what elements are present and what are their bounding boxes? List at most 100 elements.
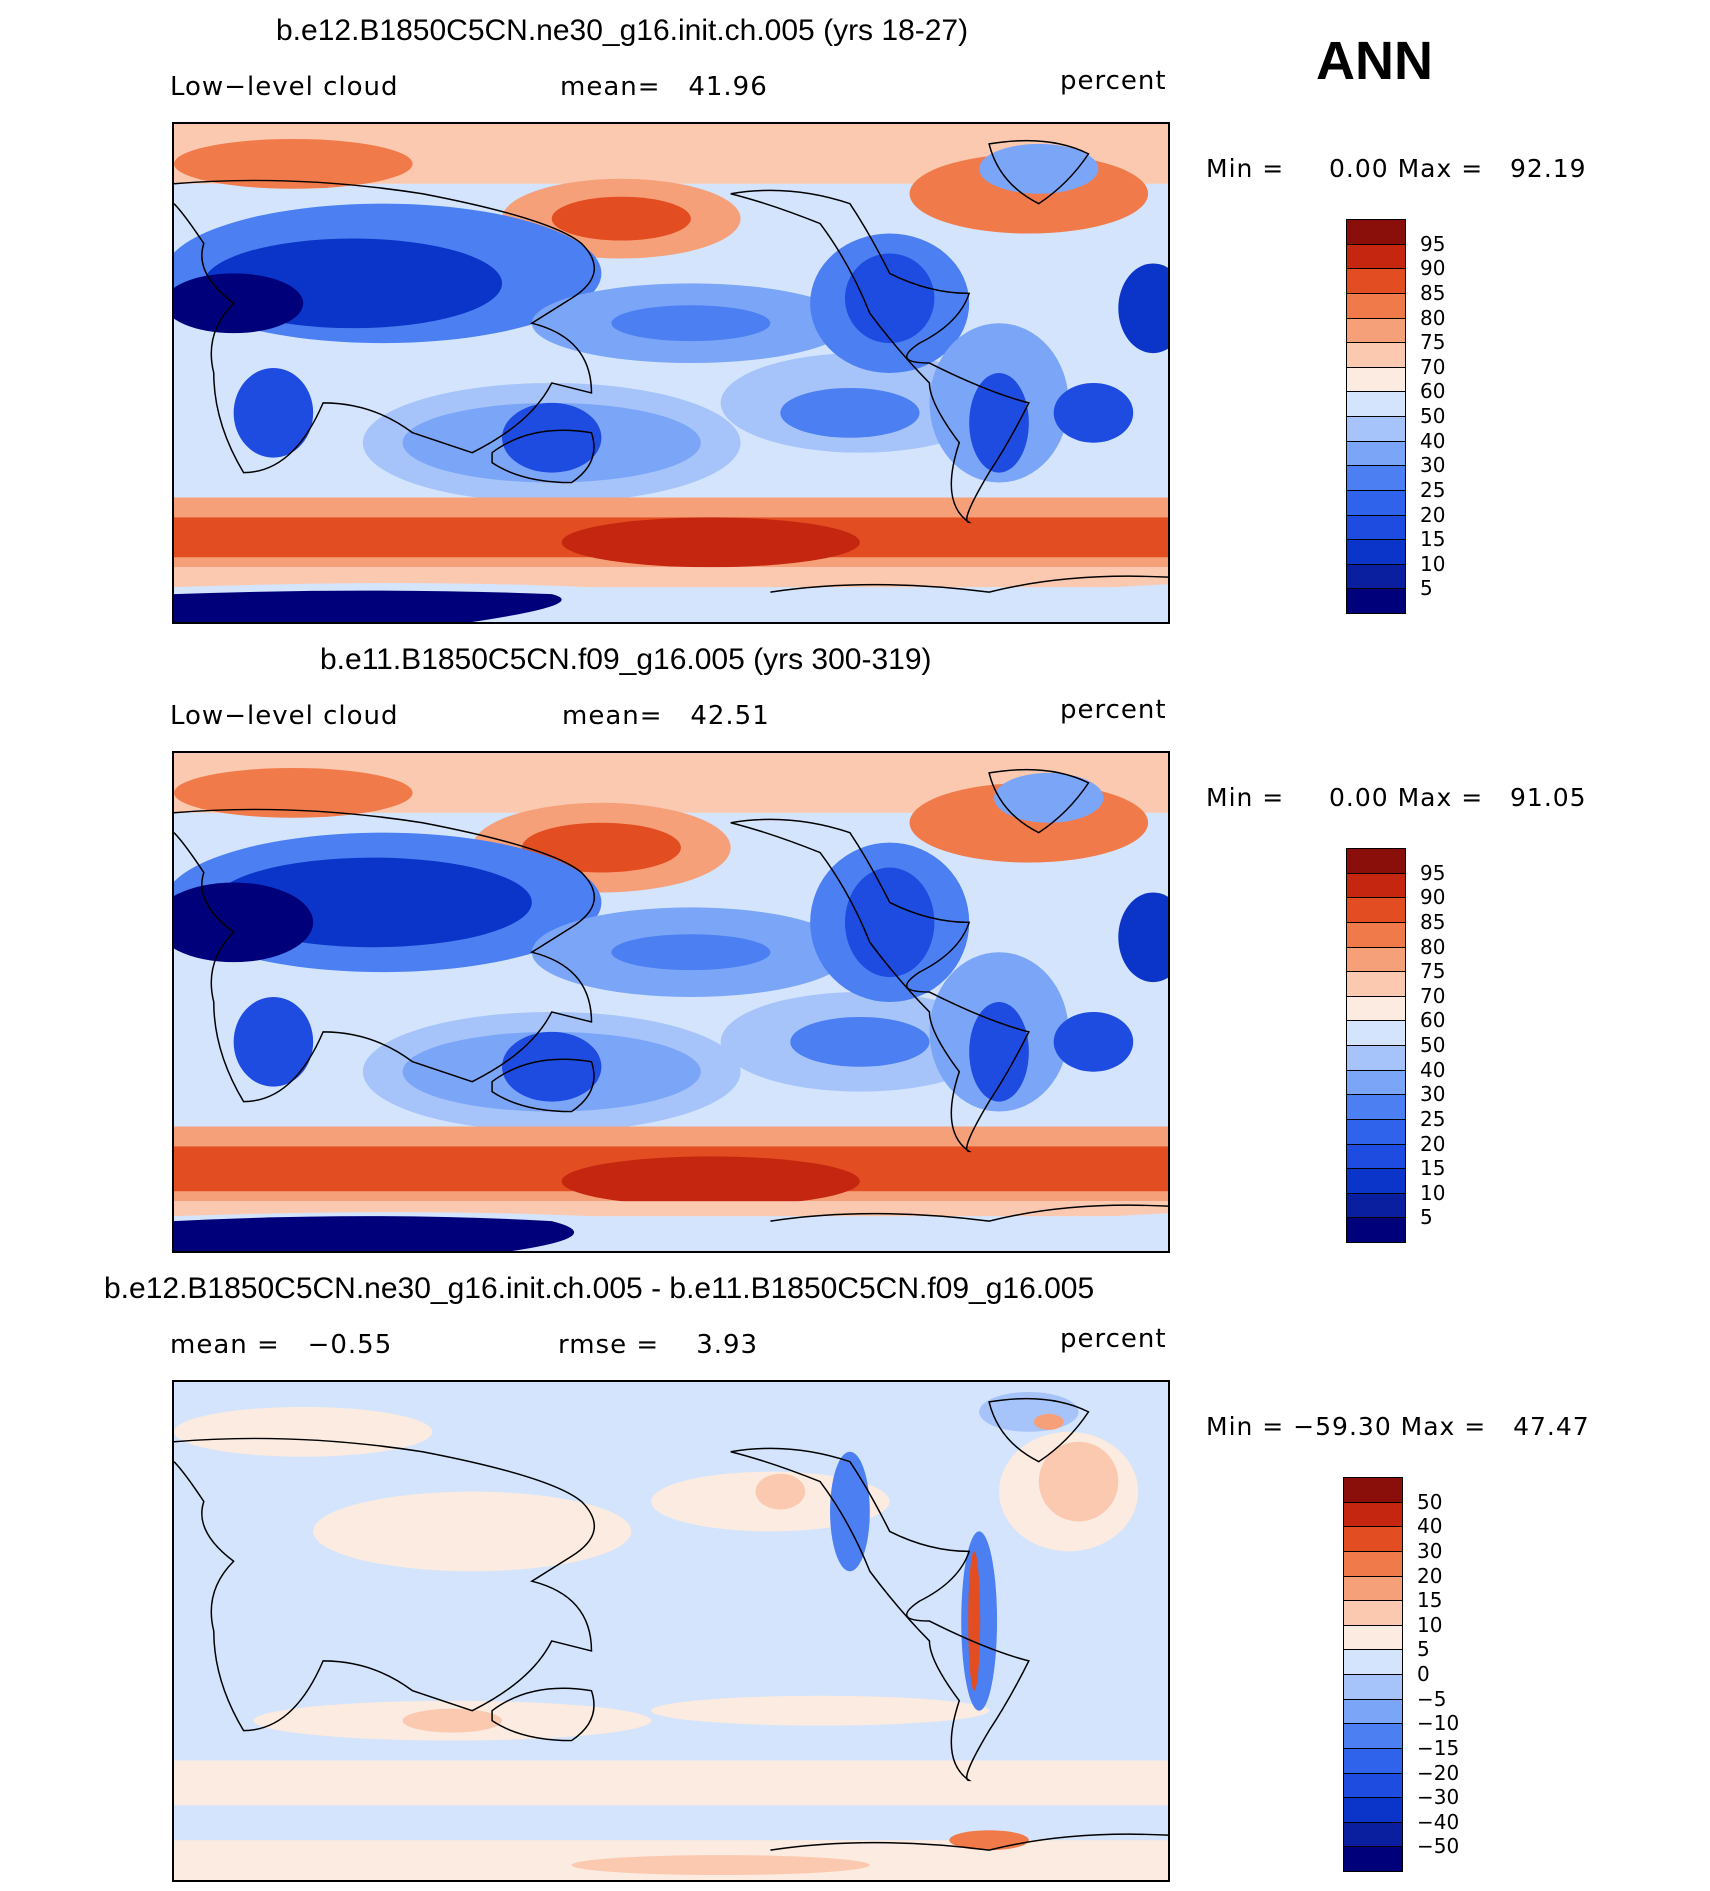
colorbar-tick-label: 80	[1420, 305, 1446, 330]
colorbar-tick-label: 30	[1417, 1538, 1443, 1563]
colorbar-tick-label: 90	[1420, 885, 1446, 910]
panel1-colorbar-ticks: 95 90 85 80 75 70 60 50 40 30 25 20 15 10 5	[1420, 219, 1500, 613]
colorbar-swatch	[1346, 416, 1406, 442]
colorbar-tick-label: 25	[1420, 1106, 1446, 1131]
colorbar-tick-label: 70	[1420, 354, 1446, 379]
panel1-mean: mean= 41.96	[560, 72, 768, 102]
panel2-map	[172, 751, 1170, 1253]
panel2-colorbar-boxes	[1346, 848, 1406, 1243]
panel1-colorbar-boxes	[1346, 219, 1406, 614]
colorbar-swatch	[1346, 514, 1406, 541]
colorbar-swatch	[1346, 243, 1406, 270]
colorbar-swatch	[1343, 1772, 1403, 1799]
colorbar-swatch	[1343, 1624, 1403, 1651]
colorbar-swatch	[1346, 897, 1406, 923]
colorbar-swatch	[1346, 268, 1406, 294]
colorbar-tick-label: 5	[1417, 1637, 1430, 1662]
colorbar-swatch	[1343, 1550, 1403, 1577]
colorbar-tick-label: −50	[1417, 1834, 1460, 1859]
colorbar-tick-label: −5	[1417, 1686, 1447, 1711]
panel1-units: percent	[1060, 66, 1167, 96]
colorbar-tick-label: 0	[1417, 1662, 1430, 1686]
colorbar-tick-label: 15	[1420, 527, 1446, 552]
season-label: ANN	[1316, 31, 1433, 91]
colorbar-swatch	[1343, 1821, 1403, 1848]
colorbar-tick-label: 60	[1420, 1008, 1446, 1033]
panel2-title: b.e11.B1850C5CN.f09_g16.005 (yrs 300-319…	[320, 643, 932, 676]
colorbar-tick-label: 40	[1420, 1057, 1446, 1082]
colorbar-swatch	[1346, 1094, 1406, 1120]
colorbar-tick-label: 95	[1420, 231, 1446, 256]
colorbar-swatch	[1343, 1698, 1403, 1725]
colorbar-tick-label: −40	[1417, 1809, 1460, 1834]
colorbar-tick-label: 5	[1420, 1205, 1433, 1230]
colorbar-tick-label: 80	[1420, 934, 1446, 959]
panel1-minmax: Min = 0.00 Max = 92.19	[1206, 154, 1587, 183]
colorbar-swatch	[1343, 1797, 1403, 1823]
colorbar-swatch	[1346, 1069, 1406, 1096]
colorbar-swatch	[1346, 921, 1406, 948]
panel2-variable-label: Low−level cloud	[170, 701, 399, 731]
colorbar-tick-label: 95	[1420, 860, 1446, 885]
colorbar-swatch	[1346, 465, 1406, 491]
panel2-minmax: Min = 0.00 Max = 91.05	[1206, 783, 1587, 812]
colorbar-tick-label: 30	[1420, 1082, 1446, 1107]
colorbar-swatch	[1346, 1045, 1406, 1071]
colorbar-swatch	[1346, 971, 1406, 997]
colorbar-tick-label: 20	[1420, 1131, 1446, 1156]
colorbar-swatch	[1343, 1723, 1403, 1749]
colorbar-swatch	[1343, 1600, 1403, 1626]
colorbar-tick-label: −20	[1417, 1760, 1460, 1785]
colorbar-swatch	[1343, 1526, 1403, 1552]
colorbar-swatch	[1346, 588, 1406, 614]
colorbar-tick-label: 50	[1420, 404, 1446, 428]
colorbar-tick-label: 15	[1420, 1156, 1446, 1181]
panel2-colorbar: 95 90 85 80 75 70 60 50 40 30 25 20 15 10 5	[1346, 848, 1445, 1243]
colorbar-tick-label: 75	[1420, 959, 1446, 984]
colorbar-tick-label: 30	[1420, 453, 1446, 478]
colorbar-tick-label: −10	[1417, 1711, 1460, 1736]
colorbar-tick-label: 5	[1420, 576, 1433, 601]
colorbar-swatch	[1343, 1846, 1403, 1872]
colorbar-tick-label: 85	[1420, 909, 1446, 934]
colorbar-tick-label: 75	[1420, 330, 1446, 355]
colorbar-tick-label: 10	[1417, 1612, 1443, 1637]
colorbar-swatch	[1346, 342, 1406, 368]
panel3-mean: mean = −0.55	[170, 1330, 393, 1360]
panel3-units: percent	[1060, 1324, 1167, 1354]
panel2-colorbar-ticks: 95 90 85 80 75 70 60 50 40 30 25 20 15 10 5	[1420, 848, 1500, 1242]
colorbar-tick-label: 25	[1420, 477, 1446, 502]
colorbar-tick-label: 20	[1417, 1563, 1443, 1588]
colorbar-swatch	[1346, 1168, 1406, 1194]
colorbar-swatch	[1346, 1143, 1406, 1170]
colorbar-swatch	[1346, 440, 1406, 467]
panel2-mean: mean= 42.51	[562, 701, 770, 731]
panel3-colorbar: 50 40 30 20 15 10 5 0 −5 −10 −15 −20 −30 −40 −50	[1343, 1477, 1459, 1872]
colorbar-tick-label: 10	[1420, 1180, 1446, 1205]
panel3-title: b.e12.B1850C5CN.ne30_g16.init.ch.005 - b…	[104, 1272, 1095, 1305]
colorbar-tick-label: 10	[1420, 551, 1446, 576]
panel2-units: percent	[1060, 695, 1167, 725]
colorbar-swatch	[1346, 1217, 1406, 1243]
panel3-colorbar-boxes	[1343, 1477, 1403, 1872]
colorbar-tick-label: 20	[1420, 502, 1446, 527]
colorbar-tick-label: 60	[1420, 379, 1446, 404]
colorbar-swatch	[1346, 292, 1406, 319]
colorbar-swatch	[1346, 946, 1406, 973]
colorbar-swatch	[1346, 539, 1406, 565]
colorbar-tick-label: 40	[1417, 1514, 1443, 1539]
colorbar-swatch	[1346, 391, 1406, 417]
colorbar-swatch	[1343, 1575, 1403, 1602]
colorbar-swatch	[1343, 1649, 1403, 1675]
colorbar-tick-label: 50	[1420, 1033, 1446, 1057]
colorbar-swatch	[1343, 1674, 1403, 1700]
colorbar-swatch	[1343, 1477, 1403, 1503]
panel3-minmax: Min = −59.30 Max = 47.47	[1206, 1412, 1590, 1441]
colorbar-tick-label: −30	[1417, 1785, 1460, 1810]
colorbar-swatch	[1346, 489, 1406, 516]
colorbar-swatch	[1346, 219, 1406, 245]
colorbar-tick-label: −15	[1417, 1735, 1460, 1760]
colorbar-swatch	[1346, 872, 1406, 899]
colorbar-swatch	[1346, 1020, 1406, 1046]
panel3-rmse: rmse = 3.93	[558, 1330, 759, 1360]
